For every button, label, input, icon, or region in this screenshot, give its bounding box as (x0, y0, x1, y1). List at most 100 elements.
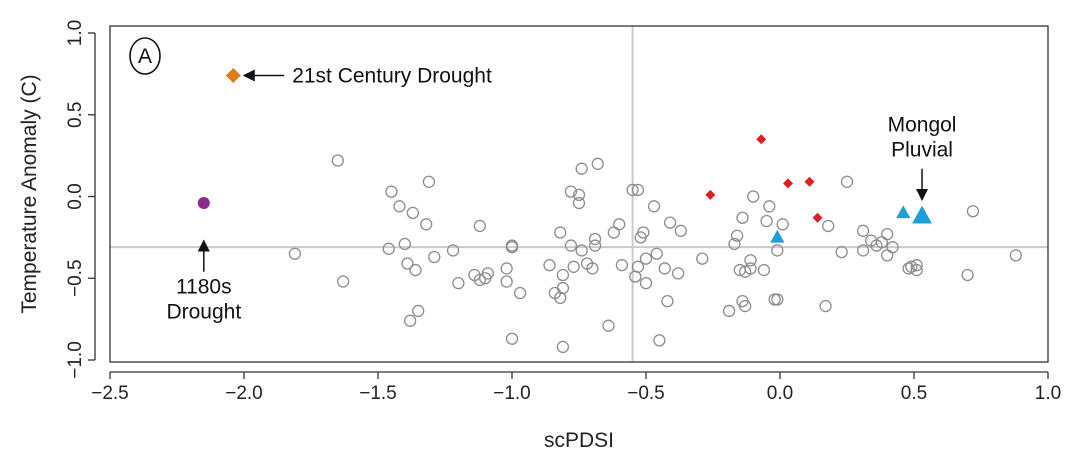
data-point (639, 277, 653, 290)
data-point (650, 247, 663, 260)
drought-1180s-label: Drought (166, 301, 241, 324)
highlight-diamond-point (705, 189, 716, 200)
data-point (910, 263, 923, 277)
data-point (696, 252, 709, 265)
data-point (567, 260, 580, 273)
data-point (728, 237, 741, 251)
y-tick-label: −1.0 (65, 341, 86, 379)
data-point (422, 175, 436, 188)
data-point (401, 257, 414, 270)
data-point (505, 332, 519, 345)
data-point (575, 244, 588, 257)
data-point (588, 232, 602, 246)
mongol-pluvial-point (896, 205, 911, 219)
data-point (613, 218, 626, 231)
data-point (556, 281, 570, 295)
y-axis: −1.0 −0.5 0.0 0.5 1.0 (65, 20, 96, 379)
x-axis-title: scPDSI (544, 429, 614, 452)
data-point (398, 237, 411, 251)
data-point (771, 244, 784, 257)
data-point (556, 340, 570, 354)
highlight-diamond-point (783, 178, 794, 189)
data-point (881, 227, 894, 241)
data-point (856, 244, 870, 257)
data-point (747, 190, 760, 203)
drought-1180s-label: 1180s (176, 276, 232, 299)
x-tick-label: −1.5 (359, 383, 397, 404)
data-point (661, 294, 674, 308)
data-point (966, 205, 980, 218)
data-point (385, 185, 398, 198)
data-point (575, 162, 588, 175)
data-point (835, 245, 848, 259)
mongol-pluvial-label: Mongol (888, 114, 957, 137)
plot-frame (109, 25, 1049, 363)
panel-label: A (129, 37, 161, 75)
drought-21st-label: 21st Century Drought (292, 65, 492, 88)
data-point (505, 239, 519, 252)
data-point (739, 299, 752, 313)
panel-label-circle (129, 37, 161, 75)
data-point (763, 200, 776, 213)
data-point (288, 247, 302, 260)
data-point (556, 268, 570, 282)
data-point (543, 259, 556, 272)
data-point (672, 267, 685, 280)
data-point (776, 218, 789, 231)
y-tick-label: 1.0 (65, 20, 86, 46)
drought-1180s-point (197, 197, 210, 210)
x-tick-label: −0.5 (627, 383, 665, 404)
mongol-pluvial-point (770, 229, 785, 243)
data-point (393, 200, 406, 213)
data-point (615, 259, 629, 272)
y-tick-label: 0.0 (65, 183, 86, 209)
data-point (412, 304, 425, 318)
data-point (768, 293, 781, 306)
data-point (674, 224, 687, 237)
data-point (591, 157, 604, 170)
data-points (197, 68, 1022, 354)
data-point (572, 188, 586, 202)
data-point (1009, 249, 1022, 262)
mongol-pluvial-label: Pluvial (891, 139, 953, 162)
data-point (639, 252, 653, 265)
data-point (881, 249, 894, 262)
data-point (404, 314, 417, 327)
data-point (500, 262, 513, 275)
data-point (564, 185, 578, 198)
data-point (564, 239, 578, 252)
y-axis-title: Temperature Anomaly (C) (18, 74, 41, 313)
x-axis: −2.5 −2.0 −1.5 −1.0 −0.5 0.0 0.5 1.0 (91, 371, 1061, 404)
data-point (744, 254, 757, 267)
data-point (902, 262, 915, 275)
x-tick-label: −2.0 (225, 383, 263, 404)
reference-lines (110, 26, 1048, 362)
y-tick-label: −0.5 (65, 259, 86, 297)
data-point (631, 183, 645, 197)
drought-21st-point (225, 68, 241, 84)
data-point (420, 218, 433, 231)
highlight-diamond-point (804, 176, 815, 187)
data-point (572, 196, 586, 210)
data-point (730, 229, 744, 242)
data-point (637, 226, 650, 239)
data-point (481, 267, 495, 280)
data-point (886, 241, 899, 254)
data-point (554, 226, 567, 239)
x-tick-label: 1.0 (1035, 383, 1061, 404)
data-point (331, 154, 344, 167)
data-point (446, 244, 460, 257)
data-point (586, 262, 599, 275)
data-point (513, 286, 527, 300)
data-point (822, 219, 835, 233)
highlight-diamond-point (756, 134, 767, 145)
data-point (722, 304, 736, 318)
data-point (658, 262, 671, 275)
data-point (736, 211, 749, 224)
data-point (337, 275, 350, 288)
data-point (452, 277, 465, 290)
data-point (819, 299, 832, 313)
data-point (663, 216, 677, 229)
data-point (760, 214, 773, 228)
y-tick-label: 0.5 (65, 102, 86, 128)
